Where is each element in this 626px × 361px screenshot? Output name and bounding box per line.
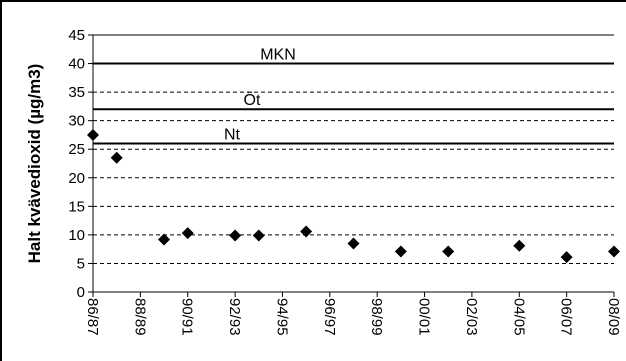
data-point [608, 245, 620, 258]
x-tick-label: 06/07 [558, 298, 575, 336]
y-tick-label: 0 [77, 284, 85, 301]
x-tick-label: 92/93 [226, 298, 243, 336]
x-tick-label: 04/05 [510, 298, 527, 336]
gridlines [93, 34, 614, 264]
data-point [513, 239, 526, 252]
data-point [560, 251, 573, 264]
y-tick-label: 15 [68, 198, 85, 215]
data-point [347, 237, 360, 250]
y-tick-label: 40 [68, 56, 85, 73]
reference-lines: MKN Öt Nt [93, 47, 614, 145]
data-point [394, 245, 407, 258]
y-tick-label: 45 [68, 27, 85, 44]
data-point [300, 225, 313, 238]
data-point [442, 245, 455, 258]
y-tick-label: 35 [68, 84, 85, 101]
y-tick-label: 20 [68, 170, 85, 187]
reference-label: MKN [260, 47, 296, 64]
data-point [87, 128, 99, 141]
data-point [181, 227, 194, 240]
axes [88, 34, 615, 297]
reference-label: Nt [224, 127, 241, 144]
x-tick-label: 96/97 [321, 298, 338, 336]
x-tick-label: 88/89 [131, 298, 148, 336]
data-point [110, 151, 123, 164]
reference-label: Öt [244, 91, 261, 109]
y-tick-label: 5 [77, 255, 85, 272]
x-tick-label: 02/03 [463, 298, 480, 336]
y-axis-title: Halt kvävedioxid (µg/m3) [25, 64, 44, 264]
x-tick-label: 86/87 [84, 298, 101, 336]
y-tick-label: 30 [68, 113, 85, 130]
x-tick-label: 00/01 [416, 298, 433, 336]
y-tick-label: 10 [68, 227, 85, 244]
x-tick-label: 08/09 [605, 298, 622, 336]
data-points [87, 128, 620, 264]
x-tick-label: 90/91 [179, 298, 196, 336]
y-tick-label: 25 [68, 141, 85, 158]
x-tick-label: 98/99 [368, 298, 385, 336]
data-point [229, 229, 242, 242]
data-point [158, 233, 171, 246]
x-tick-label: 94/95 [273, 298, 290, 336]
axis-labels: 0 5 10 15 20 25 30 35 40 45 86/87 88/89 90/91 92/93 94… [25, 27, 622, 336]
data-point [252, 229, 265, 242]
